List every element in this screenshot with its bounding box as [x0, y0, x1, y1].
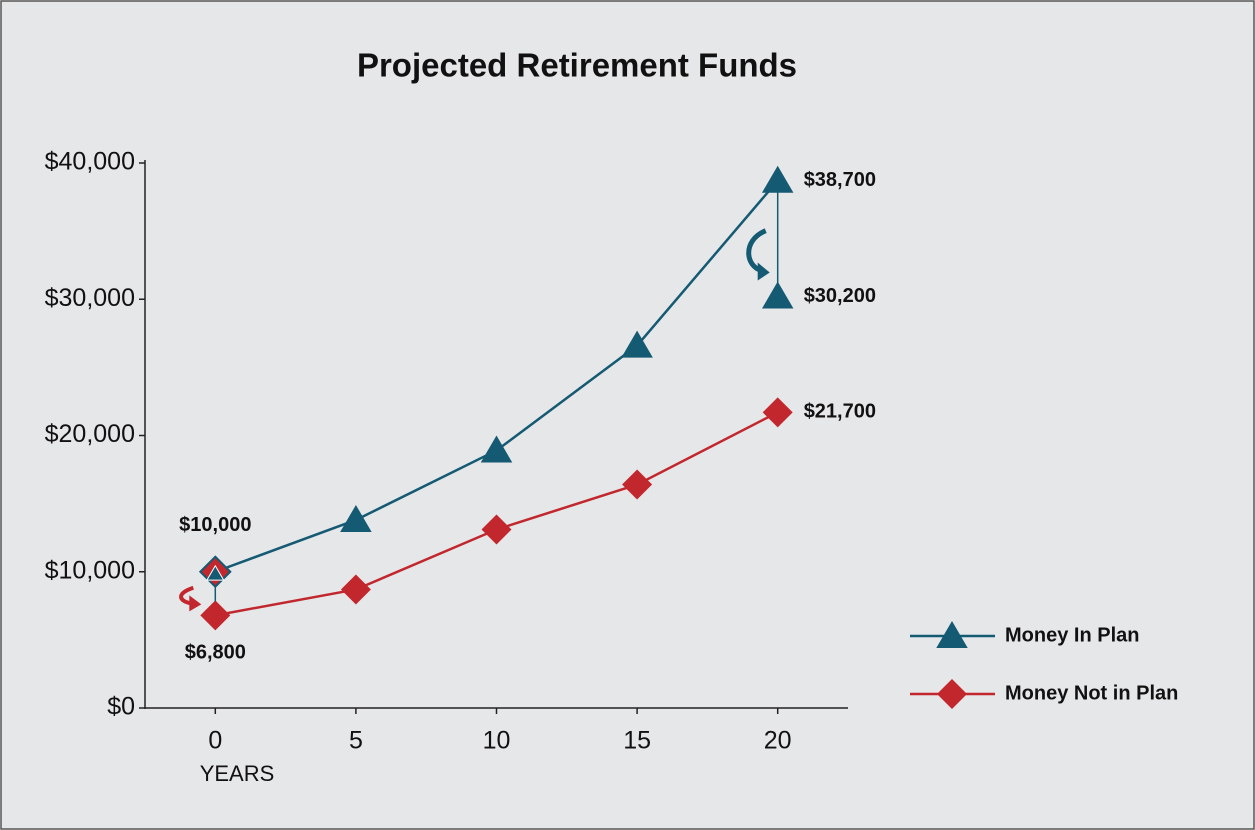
x-axis-label: YEARS [200, 761, 275, 786]
x-tick-label: 10 [483, 727, 511, 755]
triangle-marker [761, 281, 794, 309]
value-label: $6,800 [185, 642, 246, 664]
diamond-marker [762, 397, 793, 428]
triangle-marker [621, 330, 653, 358]
annotation-label: $30,200 [804, 285, 876, 307]
triangle-marker [206, 564, 225, 581]
diamond-marker [340, 574, 371, 605]
y-tick-label: $40,000 [45, 148, 135, 176]
diamond-marker [937, 679, 967, 709]
legend-label: Money In Plan [1005, 624, 1139, 646]
curved-arrow [746, 228, 767, 273]
legend-label: Money Not in Plan [1005, 682, 1178, 704]
diamond-marker [200, 600, 231, 631]
arrow-head [757, 262, 770, 281]
triangle-marker [761, 165, 794, 193]
x-tick-label: 20 [764, 727, 792, 755]
triangle-marker [936, 621, 968, 648]
triangle-marker [340, 504, 372, 532]
value-label: $38,700 [804, 169, 876, 191]
y-tick-label: $10,000 [45, 556, 135, 584]
y-tick-label: $0 [107, 693, 135, 721]
diamond-marker [622, 469, 653, 500]
x-tick-label: 0 [208, 727, 222, 755]
curved-arrow [179, 585, 194, 606]
triangle-marker [480, 435, 513, 463]
x-tick-label: 5 [349, 727, 363, 755]
arrow-head [189, 595, 202, 612]
chart-title: Projected Retirement Funds [357, 47, 797, 84]
y-tick-label: $30,000 [45, 284, 135, 312]
x-tick-label: 15 [623, 727, 651, 755]
diamond-marker [481, 514, 512, 545]
value-label: $10,000 [179, 514, 251, 536]
value-label: $21,700 [804, 401, 876, 423]
y-tick-label: $20,000 [45, 420, 135, 448]
